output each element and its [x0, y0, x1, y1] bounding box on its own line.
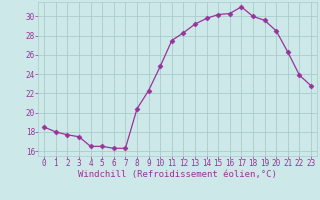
X-axis label: Windchill (Refroidissement éolien,°C): Windchill (Refroidissement éolien,°C) [78, 170, 277, 179]
